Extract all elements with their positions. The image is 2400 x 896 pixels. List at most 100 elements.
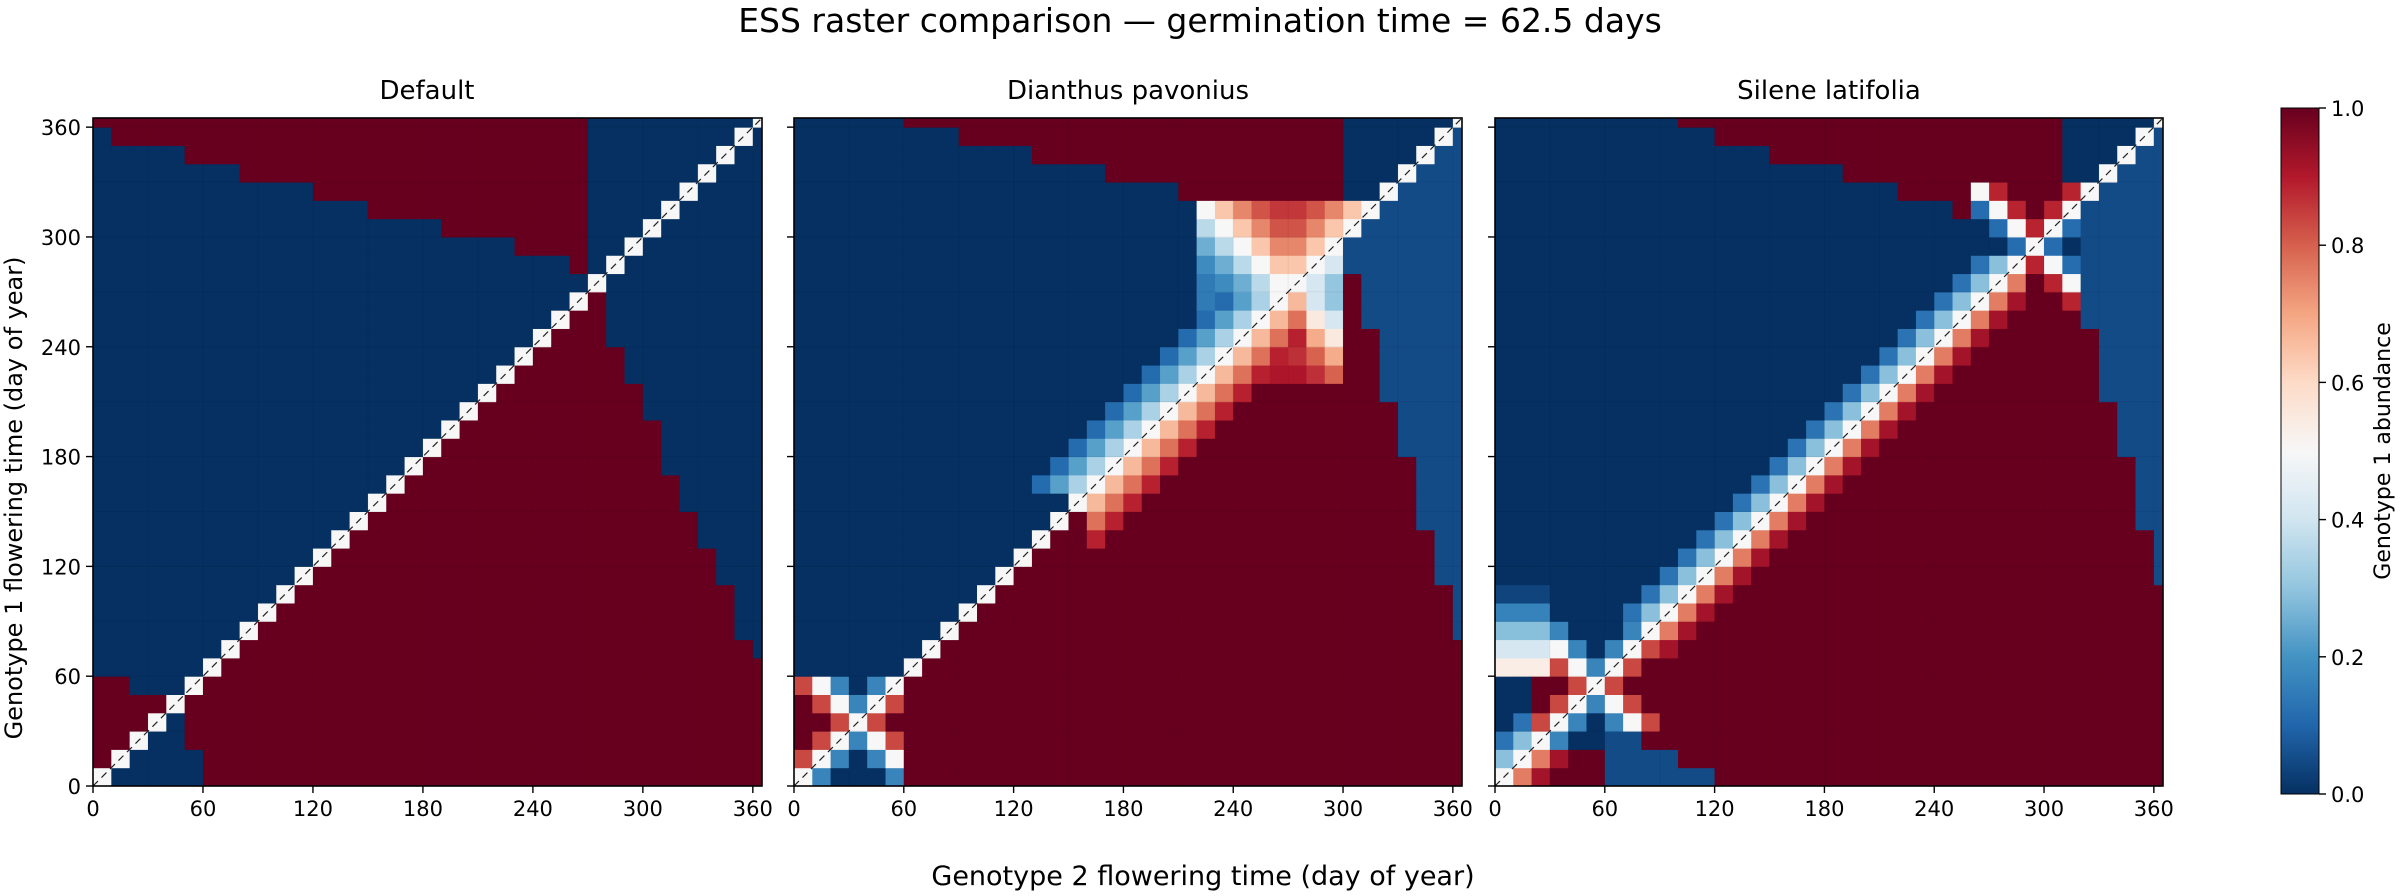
heatmap-cell bbox=[1288, 310, 1307, 329]
heatmap-cell bbox=[1343, 236, 1362, 256]
heatmap-cell bbox=[734, 438, 754, 458]
heatmap-cell bbox=[184, 749, 204, 769]
heatmap-cell bbox=[642, 676, 662, 695]
heatmap-cell bbox=[496, 218, 516, 238]
heatmap-cell bbox=[1233, 255, 1253, 275]
heatmap-cell bbox=[1678, 676, 1697, 695]
heatmap-cell bbox=[221, 328, 241, 348]
heatmap-cell bbox=[1549, 310, 1569, 329]
heatmap-cell bbox=[1379, 493, 1399, 512]
heatmap-cell bbox=[129, 712, 149, 732]
heatmap-cell bbox=[1379, 767, 1399, 787]
heatmap-cell bbox=[885, 145, 905, 165]
heatmap-cell bbox=[422, 291, 442, 311]
heatmap-cell bbox=[642, 291, 662, 311]
heatmap-cell bbox=[532, 346, 552, 366]
heatmap-cell bbox=[2153, 163, 2164, 183]
heatmap-cell bbox=[587, 767, 607, 787]
heatmap-cell bbox=[386, 401, 406, 421]
heatmap-cell bbox=[569, 365, 589, 384]
heatmap-cell bbox=[1513, 438, 1533, 458]
heatmap-cell bbox=[459, 218, 479, 238]
heatmap-cell bbox=[1343, 456, 1362, 476]
heatmap-cell bbox=[1861, 474, 1880, 494]
heatmap-cell bbox=[606, 493, 626, 512]
heatmap-cell bbox=[830, 767, 850, 787]
heatmap-cell bbox=[1288, 438, 1307, 458]
heatmap-cell bbox=[1086, 749, 1106, 769]
heatmap-cell bbox=[1306, 474, 1326, 494]
heatmap-cell bbox=[642, 456, 662, 476]
heatmap-cell bbox=[1269, 584, 1289, 604]
heatmap-cell bbox=[2080, 365, 2100, 384]
heatmap-cell bbox=[1952, 328, 1972, 348]
heatmap-cell bbox=[1989, 236, 2008, 256]
heatmap-cell bbox=[1123, 182, 1143, 201]
heatmap-cell bbox=[1031, 310, 1051, 329]
heatmap-cell bbox=[294, 548, 314, 567]
heatmap-cell bbox=[1897, 127, 1917, 146]
heatmap-cell bbox=[514, 328, 534, 348]
heatmap-cell bbox=[1196, 438, 1216, 458]
heatmap-cell bbox=[2080, 474, 2100, 494]
heatmap-cell bbox=[940, 749, 960, 769]
heatmap-cell bbox=[2135, 456, 2155, 476]
heatmap-cell bbox=[2007, 273, 2027, 293]
heatmap-cell bbox=[349, 200, 369, 220]
heatmap-cell bbox=[111, 657, 131, 677]
heatmap-cell bbox=[1251, 200, 1271, 220]
heatmap-cell bbox=[111, 639, 131, 659]
heatmap-cell bbox=[1732, 621, 1752, 641]
heatmap-cell bbox=[276, 712, 296, 732]
y-tick-label: 240 bbox=[41, 336, 81, 360]
heatmap-cell bbox=[1751, 438, 1771, 458]
heatmap-cell bbox=[1160, 365, 1179, 384]
heatmap-cell bbox=[1696, 310, 1716, 329]
heatmap-cell bbox=[1031, 218, 1051, 238]
heatmap-cell bbox=[1269, 273, 1289, 293]
heatmap-cell bbox=[1288, 255, 1307, 275]
heatmap-cell bbox=[441, 127, 461, 146]
heatmap-cell bbox=[477, 511, 497, 531]
heatmap-cell bbox=[514, 639, 534, 659]
heatmap-cell bbox=[2135, 118, 2155, 128]
heatmap-cell bbox=[1586, 621, 1606, 641]
heatmap-cell bbox=[1897, 118, 1917, 128]
heatmap-cell bbox=[1196, 474, 1216, 494]
heatmap-cell bbox=[697, 310, 717, 329]
heatmap-cell bbox=[1251, 236, 1271, 256]
heatmap-cell bbox=[111, 401, 131, 421]
heatmap-cell bbox=[551, 767, 571, 787]
heatmap-cells bbox=[1495, 118, 2164, 787]
heatmap-cell bbox=[903, 163, 923, 183]
heatmap-cell bbox=[2044, 346, 2063, 366]
heatmap-cell bbox=[1879, 639, 1899, 659]
heatmap-cell bbox=[1379, 731, 1399, 750]
heatmap-cell bbox=[1214, 365, 1234, 384]
heatmap-cell bbox=[1568, 474, 1588, 494]
heatmap-cell bbox=[1178, 291, 1198, 311]
heatmap-cell bbox=[977, 694, 996, 714]
heatmap-cell bbox=[1970, 273, 1990, 293]
heatmap-cell bbox=[1714, 749, 1734, 769]
heatmap-cell bbox=[1842, 236, 1862, 256]
heatmap-cell bbox=[1751, 365, 1771, 384]
heatmap-cell bbox=[1324, 118, 1344, 128]
heatmap-cell bbox=[532, 584, 552, 604]
heatmap-cell bbox=[1233, 419, 1253, 439]
heatmap-cell bbox=[1141, 218, 1161, 238]
heatmap-cell bbox=[1416, 438, 1436, 458]
heatmap-cell bbox=[1513, 676, 1533, 695]
heatmap-cell bbox=[1549, 255, 1569, 275]
heatmap-cell bbox=[1934, 118, 1954, 128]
heatmap-cell bbox=[940, 383, 960, 403]
heatmap-cell bbox=[422, 511, 442, 531]
heatmap-cell bbox=[477, 639, 497, 659]
heatmap-cell bbox=[1861, 118, 1880, 128]
heatmap-cell bbox=[441, 566, 461, 586]
heatmap-cell bbox=[1586, 328, 1606, 348]
heatmap-cell bbox=[2135, 236, 2155, 256]
heatmap-cell bbox=[1861, 712, 1880, 732]
heatmap-cell bbox=[848, 456, 868, 476]
heatmap-cell bbox=[496, 602, 516, 622]
